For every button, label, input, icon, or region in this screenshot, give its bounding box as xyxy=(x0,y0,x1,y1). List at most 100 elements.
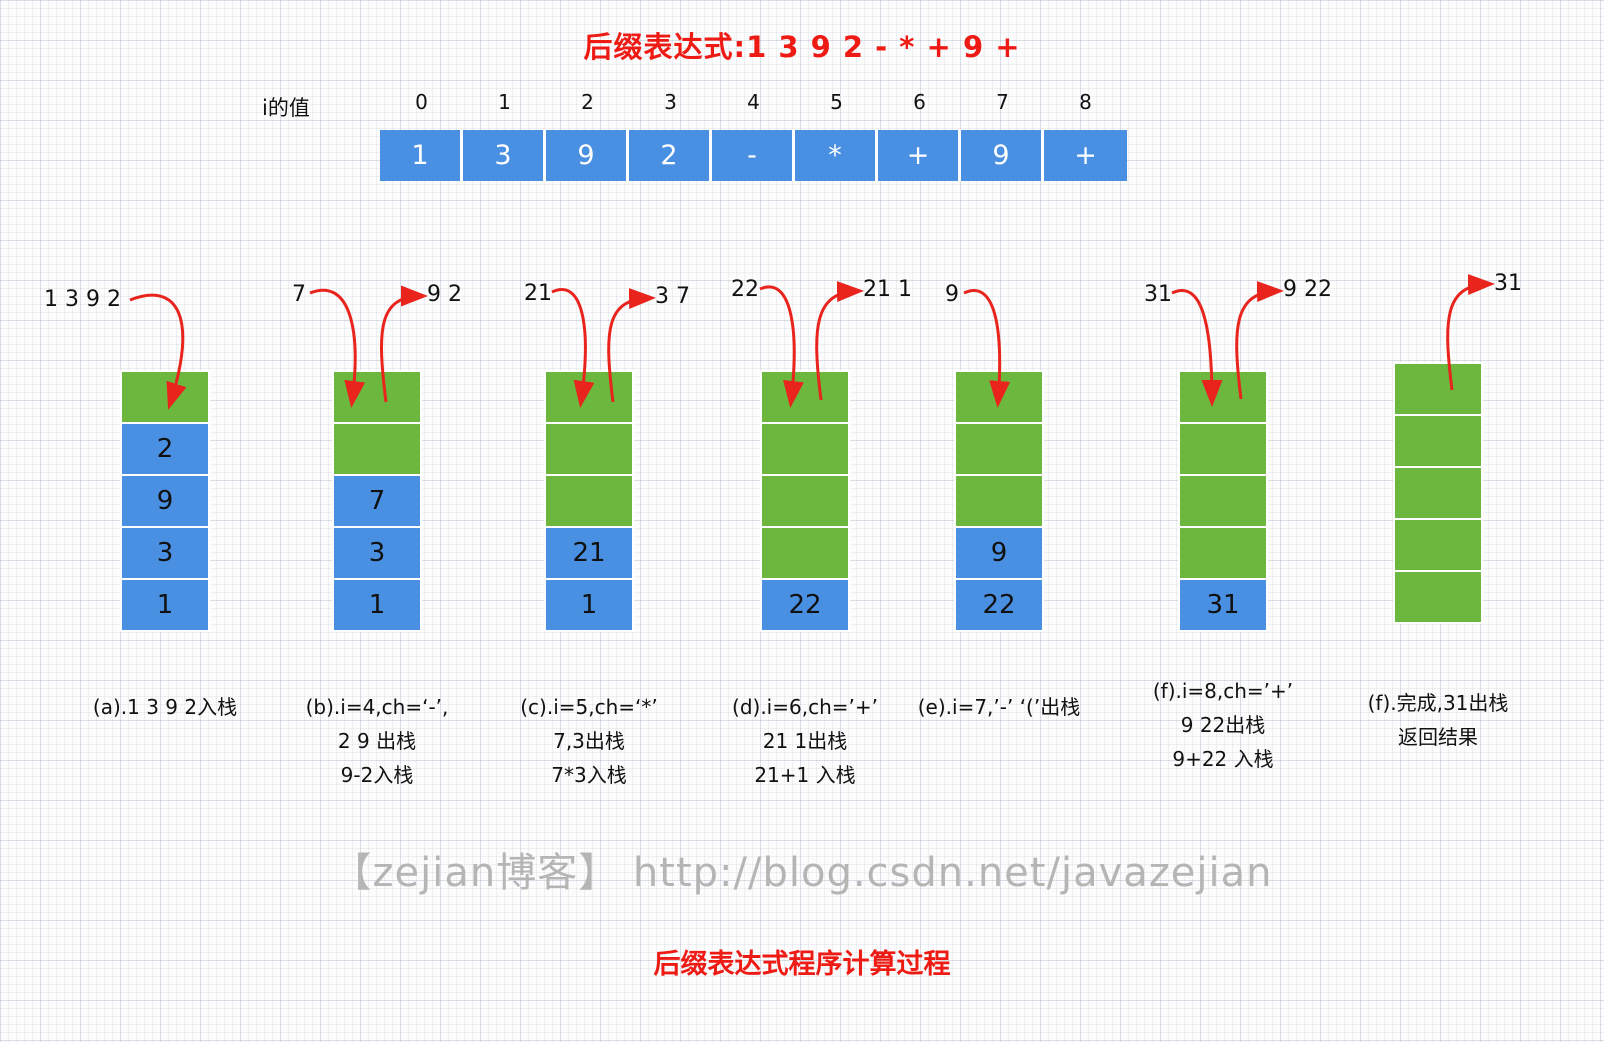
caption-line: (d).i=6,ch=’+’ xyxy=(732,695,878,719)
array-index: 2 xyxy=(581,90,594,114)
array-index: 5 xyxy=(830,90,843,114)
stack-cell xyxy=(1393,570,1483,624)
stack-c: 21 1 xyxy=(544,370,634,632)
array-cell: 9 xyxy=(961,130,1044,181)
caption-line: 21+1 入栈 xyxy=(754,763,856,787)
stack-f2 xyxy=(1393,362,1483,624)
pop-values-label-f1: 9 22 xyxy=(1283,277,1332,302)
array-index: 4 xyxy=(747,90,760,114)
stack-cell: 1 xyxy=(544,578,634,632)
array-index-row: 0 1 2 3 4 5 6 7 8 xyxy=(380,90,1127,114)
stack-cell: 22 xyxy=(954,578,1044,632)
stack-cell xyxy=(332,422,422,476)
caption-line: (f).完成,31出栈 xyxy=(1367,691,1509,715)
array-cell: 2 xyxy=(629,130,712,181)
caption-line: (b).i=4,ch=‘-’, xyxy=(305,695,449,719)
stack-cell: 1 xyxy=(332,578,422,632)
footer-caption: 后缀表达式程序计算过程 xyxy=(653,949,951,980)
push-values-label-f1: 31 xyxy=(1144,282,1172,307)
stack-cell xyxy=(544,422,634,476)
stack-cell: 1 xyxy=(120,578,210,632)
stack-cell xyxy=(1178,422,1268,476)
caption-line: (f).i=8,ch=’+’ xyxy=(1152,679,1294,703)
push-values-label-b: 7 xyxy=(292,282,306,307)
pop-values-label-c: 3 7 xyxy=(655,284,690,309)
stack-cell: 22 xyxy=(760,578,850,632)
stack-e: 9 22 xyxy=(954,370,1044,632)
push-values-label-e: 9 xyxy=(945,282,959,307)
push-values-label-c: 21 xyxy=(524,281,552,306)
array-cell: - xyxy=(712,130,795,181)
array-cell: + xyxy=(878,130,961,181)
pop-values-label-b: 9 2 xyxy=(427,282,462,307)
stack-f1: 31 xyxy=(1178,370,1268,632)
watermark: 【zejian博客】 http://blog.csdn.net/javazeji… xyxy=(331,850,1273,896)
caption-line: 7,3出栈 xyxy=(553,729,625,753)
stack-cell: 3 xyxy=(332,526,422,580)
array-cell: 9 xyxy=(546,130,629,181)
stack-cell xyxy=(760,370,850,424)
stack-cell: 31 xyxy=(1178,578,1268,632)
stack-cell xyxy=(760,526,850,580)
caption-line: 9 22出栈 xyxy=(1180,713,1266,737)
push-values-label-a: 1 3 9 2 xyxy=(44,287,121,312)
caption-line: (a).1 3 9 2入栈 xyxy=(92,695,238,719)
expression-array: 1 3 9 2 - * + 9 + xyxy=(380,130,1127,181)
stack-cell xyxy=(954,422,1044,476)
push-values-label-d: 22 xyxy=(731,277,759,302)
caption-line: 7*3入栈 xyxy=(551,763,627,787)
caption-line: 21 1出栈 xyxy=(762,729,848,753)
stack-cell: 3 xyxy=(120,526,210,580)
array-index: 0 xyxy=(415,90,428,114)
array-index: 6 xyxy=(913,90,926,114)
stack-cell xyxy=(544,370,634,424)
array-cell: 1 xyxy=(380,130,463,181)
stack-b: 7 3 1 xyxy=(332,370,422,632)
pop-values-label-d: 21 1 xyxy=(863,277,912,302)
stack-a: 2 9 3 1 xyxy=(120,370,210,632)
stack-caption-f1: (f).i=8,ch=’+’ 9 22出栈 9+22 入栈 xyxy=(1093,674,1353,776)
caption-line: (c).i=5,ch=‘*’ xyxy=(520,695,658,719)
array-cell: 3 xyxy=(463,130,546,181)
stack-cell: 9 xyxy=(954,526,1044,580)
stack-caption-d: (d).i=6,ch=’+’ 21 1出栈 21+1 入栈 xyxy=(675,690,935,792)
stack-cell: 2 xyxy=(120,422,210,476)
array-index-label: i的值 xyxy=(262,96,310,120)
caption-line: (e).i=7,’-’ ‘(’出栈 xyxy=(917,695,1081,719)
stack-cell xyxy=(1393,518,1483,572)
stack-cell xyxy=(1393,362,1483,416)
array-cell: * xyxy=(795,130,878,181)
caption-line: 9+22 入栈 xyxy=(1172,747,1274,771)
stack-cell xyxy=(1178,370,1268,424)
stack-cell xyxy=(1178,474,1268,528)
stack-cell xyxy=(1393,466,1483,520)
stack-caption-b: (b).i=4,ch=‘-’, 2 9 出栈 9-2入栈 xyxy=(247,690,507,792)
stack-cell xyxy=(954,474,1044,528)
stack-d: 22 xyxy=(760,370,850,632)
stack-cell xyxy=(120,370,210,424)
array-index: 8 xyxy=(1079,90,1092,114)
stack-cell xyxy=(544,474,634,528)
pop-values-label-f2: 31 xyxy=(1494,271,1522,296)
stack-cell: 21 xyxy=(544,526,634,580)
stack-cell xyxy=(954,370,1044,424)
caption-line: 9-2入栈 xyxy=(340,763,414,787)
stack-caption-f2: (f).完成,31出栈 返回结果 xyxy=(1308,686,1568,754)
array-index: 1 xyxy=(498,90,511,114)
caption-line: 2 9 出栈 xyxy=(337,729,417,753)
stack-caption-c: (c).i=5,ch=‘*’ 7,3出栈 7*3入栈 xyxy=(459,690,719,792)
caption-line: 返回结果 xyxy=(1398,725,1478,749)
diagram-title: 后缀表达式:1 3 9 2 - * + 9 + xyxy=(583,30,1021,64)
stack-cell xyxy=(332,370,422,424)
stack-cell xyxy=(1393,414,1483,468)
stack-cell: 7 xyxy=(332,474,422,528)
stack-cell xyxy=(760,474,850,528)
stack-caption-a: (a).1 3 9 2入栈 xyxy=(35,690,295,724)
stack-caption-e: (e).i=7,’-’ ‘(’出栈 xyxy=(869,690,1129,724)
array-cell: + xyxy=(1044,130,1127,181)
array-index: 7 xyxy=(996,90,1009,114)
stack-cell xyxy=(1178,526,1268,580)
array-index: 3 xyxy=(664,90,677,114)
stack-cell: 9 xyxy=(120,474,210,528)
